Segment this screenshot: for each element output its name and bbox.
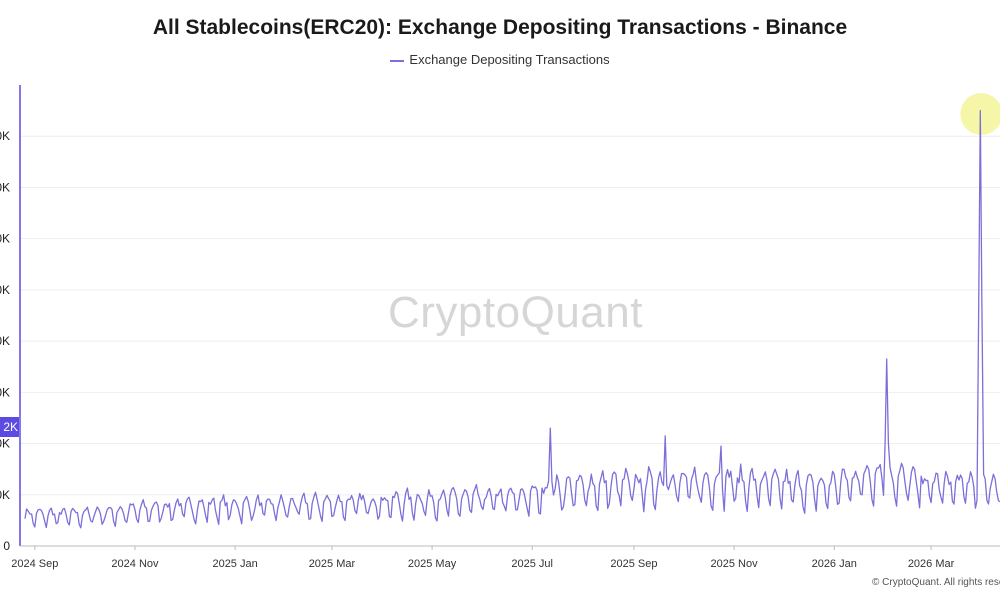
x-tick-label: 2025 May (408, 558, 457, 570)
y-tick-label: 0K (0, 385, 10, 399)
y-tick-label: 0K (0, 129, 10, 143)
y-tick-label: 0K (0, 437, 10, 451)
x-tick-label: 2025 Sep (610, 558, 657, 570)
legend-swatch (390, 59, 405, 62)
y-tick-label: 0K (0, 232, 10, 246)
legend-label: Exchange Depositing Transactions (409, 52, 610, 67)
current-value-badge: 2K (0, 417, 19, 437)
y-tick-label: 0K (0, 488, 10, 502)
watermark: CryptoQuant (388, 288, 643, 337)
x-tick-label: 2024 Sep (11, 558, 58, 570)
copyright-text: © CryptoQuant. All rights reserved. (872, 577, 1000, 588)
x-tick-label: 2026 Mar (908, 558, 955, 570)
x-tick-label: 2025 Nov (711, 558, 759, 570)
y-tick-label: 0K (0, 283, 10, 297)
legend[interactable]: Exchange Depositing Transactions (0, 52, 1000, 67)
x-tick-label: 2025 Jan (212, 558, 257, 570)
x-tick-label: 2025 Mar (309, 558, 356, 570)
x-tick-label: 2025 Jul (511, 558, 553, 570)
x-tick-label: 2024 Nov (111, 558, 159, 570)
x-tick-label: 2026 Jan (812, 558, 857, 570)
chart-title: All Stablecoins(ERC20): Exchange Deposit… (152, 16, 848, 39)
y-tick-label: 0 (3, 539, 10, 553)
y-tick-label: 0K (0, 334, 10, 348)
y-tick-label: 0K (0, 180, 10, 194)
series-line (24, 109, 1000, 529)
